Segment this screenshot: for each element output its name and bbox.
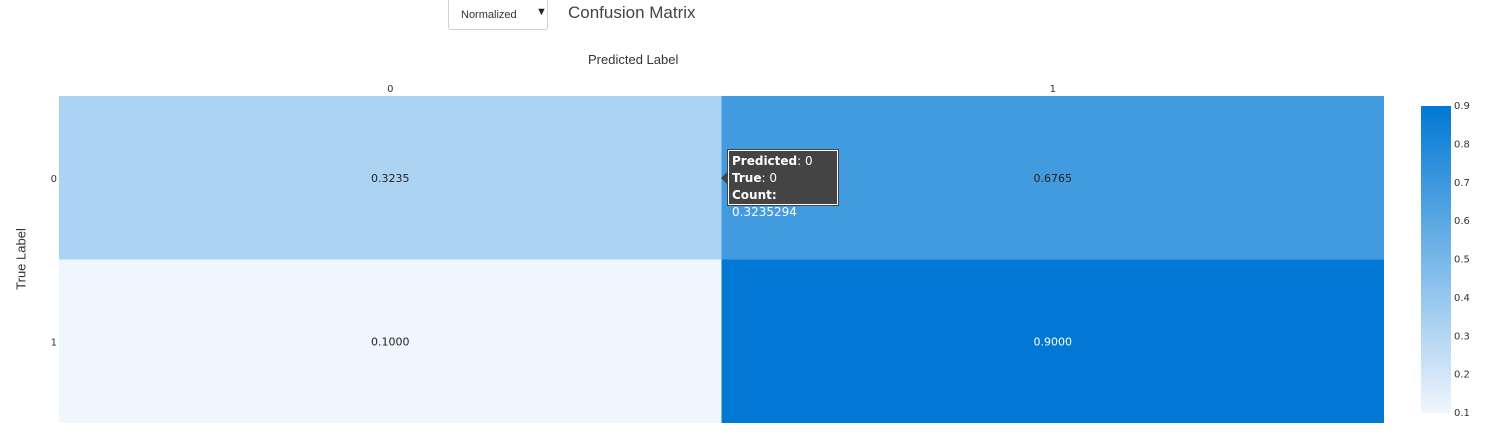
x-axis-label: Predicted Label <box>588 52 679 67</box>
normalization-dropdown[interactable]: Normalized ▼ <box>448 0 548 30</box>
heatmap-cell-true0-pred0 <box>59 96 722 260</box>
tooltip-true-value: 0 <box>769 171 777 185</box>
triangle-down-icon: ▼ <box>536 6 547 18</box>
tooltip-pointer <box>721 171 728 185</box>
heatmap-cell-true1-pred1 <box>721 259 1384 423</box>
tooltip-count-value: 0.3235294 <box>732 205 797 219</box>
colorbar-tick-label: 0.8 <box>1454 139 1470 150</box>
x-tick-label: 0 <box>387 84 393 95</box>
colorbar-tick-label: 0.5 <box>1454 255 1470 266</box>
y-tick-label: 1 <box>51 337 57 348</box>
normalization-dropdown-value: Normalized <box>461 9 517 21</box>
heatmap-cell-label: 0.1000 <box>371 335 410 348</box>
y-tick-label: 0 <box>51 174 57 185</box>
heatmap-cell-true1-pred0 <box>59 259 722 423</box>
chart-title: Confusion Matrix <box>568 3 696 22</box>
tooltip-count-row: Count: 0.3235294 <box>732 187 834 221</box>
heatmap-cell-label: 0.3235 <box>371 172 410 185</box>
tooltip-predicted-key: Predicted <box>732 154 798 168</box>
heatmap-cell-label: 0.6765 <box>1034 172 1073 185</box>
colorbar-tick-label: 0.2 <box>1454 370 1470 381</box>
colorbar-tick-label: 0.9 <box>1454 101 1470 112</box>
colorbar-tick-label: 0.7 <box>1454 178 1470 189</box>
colorbar-tick-label: 0.6 <box>1454 216 1470 227</box>
x-tick-label: 1 <box>1050 84 1056 95</box>
tooltip-true-row: True: 0 <box>732 171 777 185</box>
tooltip-predicted-row: Predicted: 0 <box>732 154 813 168</box>
colorbar <box>1421 106 1451 413</box>
colorbar-tick-label: 0.4 <box>1454 293 1470 304</box>
colorbar-tick-label: 0.3 <box>1454 331 1470 342</box>
heatmap-cell-label: 0.9000 <box>1034 335 1073 348</box>
tooltip-count-key: Count: <box>732 188 777 202</box>
colorbar-tick-label: 0.1 <box>1454 408 1470 419</box>
hover-tooltip: Predicted: 0 True: 0 Count: 0.3235294 <box>728 150 838 219</box>
tooltip-true-key: True <box>732 171 762 185</box>
tooltip-predicted-value: 0 <box>805 154 813 168</box>
